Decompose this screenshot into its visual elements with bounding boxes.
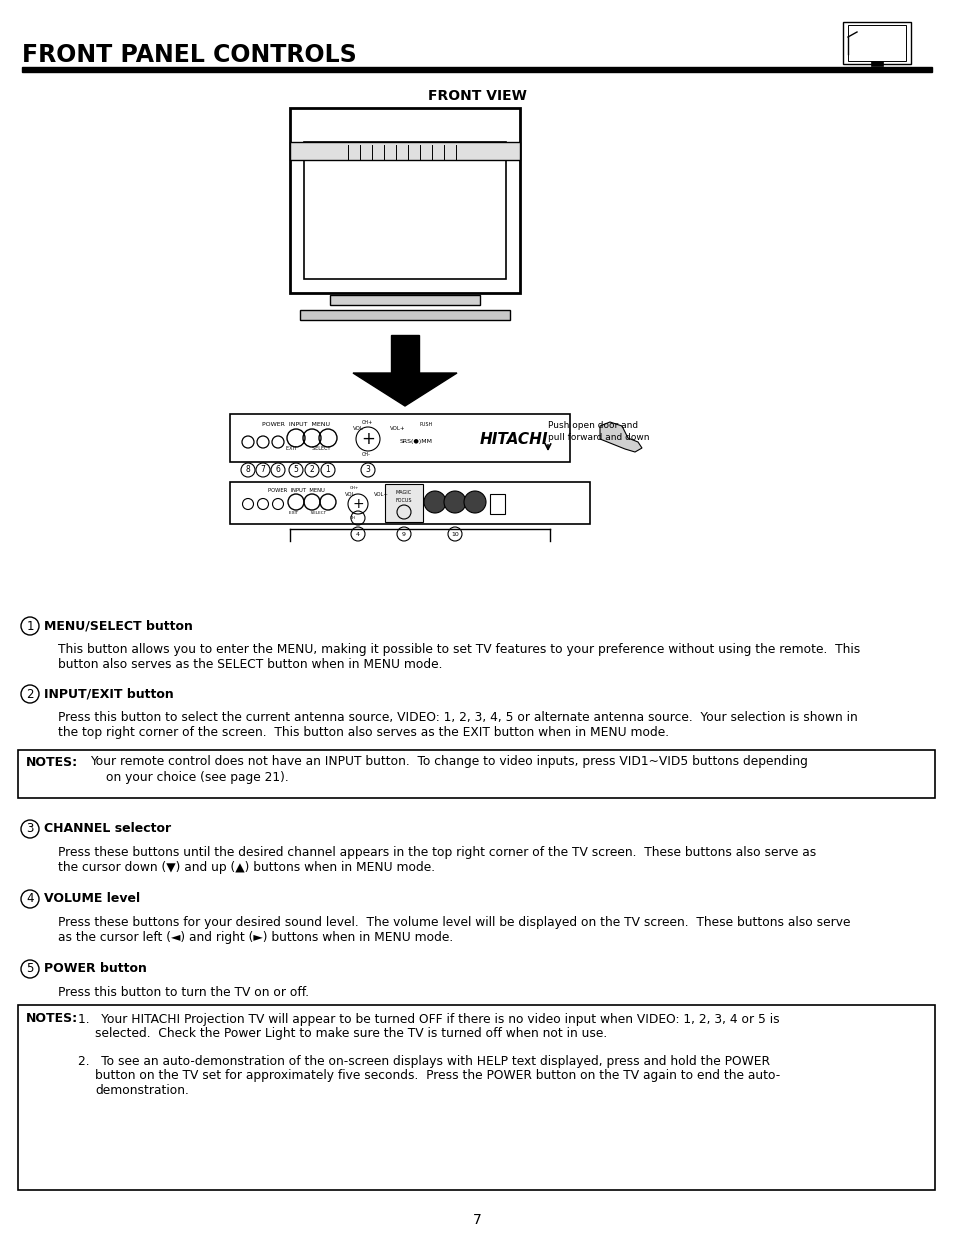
Text: EXIT          SELECT: EXIT SELECT (289, 511, 326, 515)
Bar (230, 482, 589, 524)
Text: 7: 7 (260, 466, 265, 474)
Bar (299, 310, 510, 320)
Text: 1: 1 (27, 620, 33, 632)
Polygon shape (353, 373, 456, 406)
Text: FRONT VIEW: FRONT VIEW (427, 89, 526, 103)
Text: 3: 3 (365, 466, 370, 474)
Text: selected.  Check the Power Light to make sure the TV is turned off when not in u: selected. Check the Power Light to make … (95, 1028, 607, 1041)
Text: HITACHI: HITACHI (479, 432, 548, 447)
Bar (847, 25, 905, 61)
Bar (870, 61, 882, 65)
Text: +: + (360, 430, 375, 448)
Bar (856, 68, 896, 70)
Bar (18, 750, 934, 798)
Bar (290, 107, 519, 293)
Text: Your remote control does not have an INPUT button.  To change to video inputs, p: Your remote control does not have an INP… (90, 756, 807, 768)
Text: 6: 6 (275, 466, 280, 474)
Bar (385, 484, 422, 522)
Text: FOCUS: FOCUS (395, 498, 412, 503)
Text: EXIT          SELECT: EXIT SELECT (286, 447, 330, 452)
Text: VOLUME level: VOLUME level (44, 893, 140, 905)
Text: MAGIC: MAGIC (395, 489, 412, 494)
Text: VOL+: VOL+ (374, 492, 389, 496)
Text: button on the TV set for approximately five seconds.  Press the POWER button on : button on the TV set for approximately f… (95, 1070, 780, 1083)
Text: Press this button to select the current antenna source, VIDEO: 1, 2, 3, 4, 5 or : Press this button to select the current … (58, 711, 857, 724)
Text: 5: 5 (294, 466, 298, 474)
Text: on your choice (see page 21).: on your choice (see page 21). (106, 772, 289, 784)
Text: the cursor down (▼) and up (▲) buttons when in MENU mode.: the cursor down (▼) and up (▲) buttons w… (58, 861, 435, 874)
Text: pull forward and down: pull forward and down (547, 432, 649, 441)
Text: CH: CH (350, 516, 355, 520)
Bar (391, 335, 418, 373)
Polygon shape (599, 422, 641, 452)
Text: CH+: CH+ (361, 420, 373, 425)
Text: PUSH: PUSH (419, 421, 433, 426)
Text: NOTES:: NOTES: (26, 1013, 78, 1025)
Text: POWER button: POWER button (44, 962, 147, 976)
Text: CH-: CH- (361, 452, 371, 457)
Text: CH+: CH+ (350, 487, 359, 490)
Text: Press these buttons for your desired sound level.  The volume level will be disp: Press these buttons for your desired sou… (58, 916, 850, 929)
Text: 8: 8 (245, 466, 250, 474)
Text: Press these buttons until the desired channel appears in the top right corner of: Press these buttons until the desired ch… (58, 846, 816, 860)
Text: VOL+: VOL+ (390, 426, 405, 431)
Bar (18, 1005, 934, 1191)
Text: 7: 7 (472, 1213, 481, 1228)
Text: +: + (352, 496, 363, 511)
Text: SRS(●)MM: SRS(●)MM (399, 440, 433, 445)
Text: 1.   Your HITACHI Projection TV will appear to be turned OFF if there is no vide: 1. Your HITACHI Projection TV will appea… (78, 1013, 779, 1025)
Text: 3: 3 (27, 823, 33, 836)
Text: VOL: VOL (353, 426, 363, 431)
Text: NOTES:: NOTES: (26, 756, 78, 768)
Bar (490, 494, 504, 514)
Text: VOL: VOL (345, 492, 355, 496)
Bar (842, 22, 910, 64)
Text: as the cursor left (◄) and right (►) buttons when in MENU mode.: as the cursor left (◄) and right (►) but… (58, 931, 453, 944)
Text: 1: 1 (325, 466, 330, 474)
Circle shape (423, 492, 446, 513)
Bar (230, 414, 569, 462)
Circle shape (443, 492, 465, 513)
Text: POWER  INPUT  MENU: POWER INPUT MENU (267, 488, 324, 493)
Text: 2: 2 (310, 466, 314, 474)
Circle shape (463, 492, 485, 513)
Text: the top right corner of the screen.  This button also serves as the EXIT button : the top right corner of the screen. This… (58, 726, 668, 739)
Text: POWER  INPUT  MENU: POWER INPUT MENU (262, 421, 330, 426)
Text: INPUT/EXIT button: INPUT/EXIT button (44, 688, 173, 700)
Text: 2.   To see an auto-demonstration of the on-screen displays with HELP text displ: 2. To see an auto-demonstration of the o… (78, 1055, 769, 1067)
Text: 2: 2 (27, 688, 33, 700)
Text: FRONT PANEL CONTROLS: FRONT PANEL CONTROLS (22, 43, 356, 67)
Text: 9: 9 (401, 531, 406, 536)
Bar (330, 295, 479, 305)
Text: Press this button to turn the TV on or off.: Press this button to turn the TV on or o… (58, 986, 309, 999)
Text: 5: 5 (27, 962, 33, 976)
Text: button also serves as the SELECT button when in MENU mode.: button also serves as the SELECT button … (58, 658, 442, 671)
Text: MENU/SELECT button: MENU/SELECT button (44, 620, 193, 632)
Text: 4: 4 (355, 531, 359, 536)
Text: CHANNEL selector: CHANNEL selector (44, 823, 171, 836)
Bar (290, 142, 519, 161)
Text: 4: 4 (27, 893, 33, 905)
Text: 10: 10 (451, 531, 458, 536)
Bar (22, 67, 931, 72)
Text: Push open door and: Push open door and (547, 421, 638, 431)
Text: demonstration.: demonstration. (95, 1084, 189, 1098)
Bar (304, 142, 505, 279)
Text: This button allows you to enter the MENU, making it possible to set TV features : This button allows you to enter the MENU… (58, 643, 860, 656)
